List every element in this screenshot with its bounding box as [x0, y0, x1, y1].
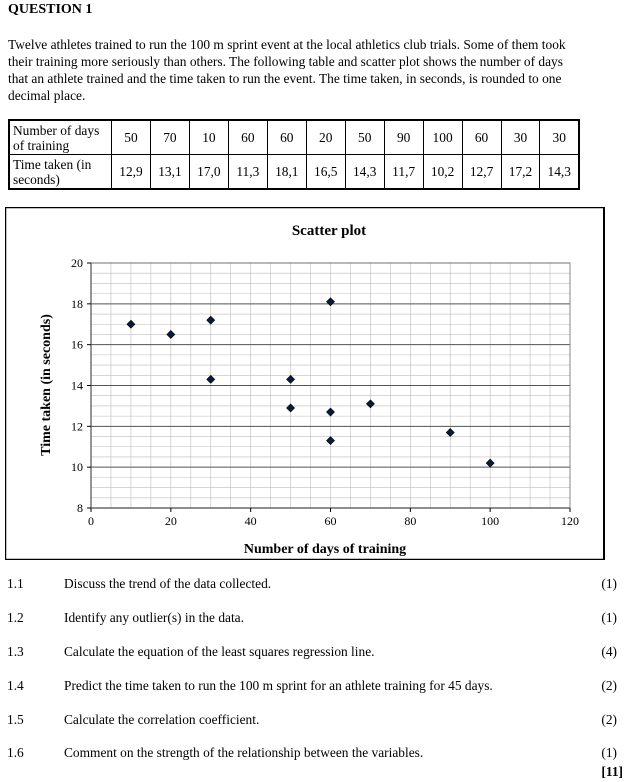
- y-tick-label: 12: [71, 419, 83, 433]
- sub-question: 1.6 Comment on the strength of the relati…: [0, 745, 625, 765]
- data-point: [206, 315, 216, 325]
- days-cell: 20: [305, 119, 346, 155]
- chart-title: Scatter plot: [292, 223, 366, 239]
- y-tick-label: 8: [77, 501, 83, 515]
- data-point: [445, 428, 455, 437]
- data-point: [286, 403, 296, 413]
- sub-question-text: Calculate the correlation coefficient.: [64, 712, 260, 727]
- days-cell: 100: [422, 119, 463, 155]
- days-cell: 90: [383, 119, 424, 155]
- x-axis-label: Number of days of training: [244, 542, 406, 557]
- x-tick-label: 60: [325, 514, 337, 528]
- chart-border: [5, 207, 605, 560]
- days-cell: 60: [266, 119, 307, 155]
- days-cell: 50: [111, 119, 151, 155]
- sub-question-text: Discuss the trend of the data collected.: [64, 576, 272, 591]
- x-tick-label: 80: [404, 514, 416, 528]
- sub-question-text: Identify any outlier(s) in the data.: [64, 610, 244, 625]
- data-point: [326, 436, 335, 446]
- sub-question-marks: (4): [601, 644, 617, 659]
- time-cell: 16,5: [305, 154, 346, 190]
- data-point: [326, 407, 335, 417]
- days-cell: 30: [539, 119, 581, 155]
- time-cell: 11,7: [383, 154, 424, 190]
- sub-question: 1.2 Identify any outlier(s) in the data. (…: [0, 610, 625, 630]
- sub-question-text: Predict the time taken to run the 100 m …: [64, 678, 493, 693]
- days-cell: 60: [461, 119, 502, 155]
- data-point: [326, 297, 335, 307]
- time-cell: 10,2: [422, 154, 463, 190]
- y-tick-label: 18: [71, 297, 83, 311]
- data-table: Number of days of training 50 70 10 60 60 20 5…: [8, 119, 581, 190]
- sub-question: 1.1 Discuss the trend of the data collect…: [0, 576, 625, 596]
- scatter-chart: Scatter plot Number of days of training …: [5, 207, 605, 560]
- sub-question: 1.3 Calculate the equation of the least s…: [0, 644, 625, 664]
- sub-question-number: 1.4: [7, 678, 24, 693]
- x-tick-label: 100: [481, 514, 499, 528]
- days-cell: 70: [149, 119, 190, 155]
- sub-question-text: Calculate the equation of the least squa…: [64, 644, 375, 659]
- row-header-days: Number of days of training: [8, 119, 112, 155]
- days-cell: 10: [188, 119, 229, 155]
- data-point: [485, 458, 495, 468]
- days-cell: 60: [227, 119, 268, 155]
- total-marks: [11]: [601, 764, 623, 779]
- question-intro: Twelve athletes trained to run the 100 m…: [8, 37, 566, 103]
- sub-question-marks: (1): [601, 610, 617, 625]
- sub-question-number: 1.3: [7, 644, 24, 659]
- sub-question-number: 1.5: [7, 712, 24, 727]
- x-tick-label: 40: [245, 514, 257, 528]
- time-cell: 18,1: [266, 154, 307, 190]
- time-cell: 17,2: [500, 154, 541, 190]
- time-cell: 12,9: [111, 154, 151, 190]
- data-point: [126, 319, 136, 329]
- sub-question-text: Comment on the strength of the relations…: [64, 745, 424, 760]
- time-cell: 14,3: [539, 154, 581, 190]
- chart-right-edge: [603, 207, 605, 560]
- x-tick-label: 120: [561, 514, 579, 528]
- sub-question: 1.4 Predict the time taken to run the 100…: [0, 678, 625, 698]
- sub-question: 1.5 Calculate the correlation coefficient…: [0, 712, 625, 732]
- x-tick-label: 0: [88, 514, 94, 528]
- sub-question-number: 1.2: [7, 610, 24, 625]
- x-tick-label: 20: [165, 514, 177, 528]
- question-title: QUESTION 1: [8, 2, 93, 17]
- y-tick-label: 20: [71, 256, 83, 270]
- data-point: [206, 374, 216, 384]
- scatter-chart-svg: Scatter plot Number of days of training …: [5, 207, 605, 560]
- sub-question-marks: (1): [601, 576, 617, 591]
- row-header-times: Time taken (in seconds): [8, 154, 112, 190]
- time-cell: 11,3: [227, 154, 268, 190]
- sub-question-number: 1.6: [7, 745, 24, 760]
- y-tick-label: 14: [71, 379, 83, 393]
- data-point: [286, 374, 296, 384]
- point-layer: [126, 297, 495, 468]
- time-cell: 12,7: [461, 154, 502, 190]
- time-cell: 17,0: [188, 154, 229, 190]
- days-cell: 30: [500, 119, 541, 155]
- data-point: [166, 330, 176, 339]
- time-cell: 13,1: [149, 154, 190, 190]
- days-cell: 50: [344, 119, 385, 155]
- sub-question-marks: (2): [601, 712, 617, 727]
- y-tick-label: 10: [71, 460, 83, 474]
- sub-question-marks: (1): [601, 745, 617, 760]
- sub-question-marks: (2): [601, 678, 617, 693]
- sub-question-number: 1.1: [7, 576, 24, 591]
- tick-layer: 0 20 40 60 80 100 120 8 10 12 14 16 18 20: [71, 256, 579, 528]
- table-row-days: Number of days of training 50 70 10 60 60 20 5…: [8, 119, 581, 155]
- data-point: [365, 399, 375, 409]
- y-tick-label: 16: [71, 338, 83, 352]
- y-axis-label: Time taken (in seconds): [39, 314, 54, 456]
- time-cell: 14,3: [344, 154, 385, 190]
- table-row-times: Time taken (in seconds) 12,9 13,1 17,0 11,3…: [8, 154, 581, 190]
